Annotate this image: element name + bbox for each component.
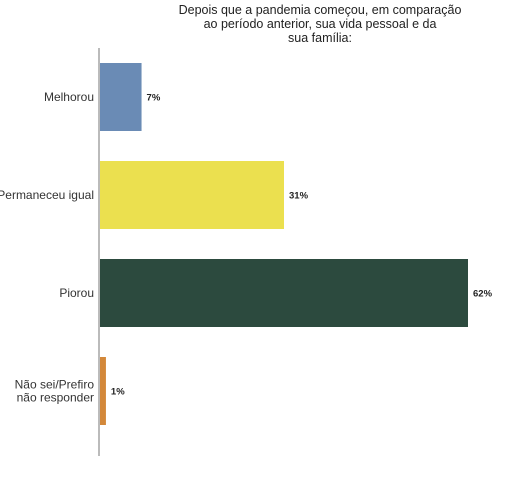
bar-3: [100, 357, 106, 425]
bar-0: [100, 63, 142, 131]
chart-title-line-2: ao período anterior, sua vida pessoal e …: [203, 17, 437, 31]
chart-title-line-3: sua família:: [288, 31, 352, 45]
category-label-1-line-0: Permaneceu igual: [0, 188, 94, 202]
value-label-1: 31%: [289, 191, 309, 202]
category-label-0-line-0: Melhorou: [44, 90, 94, 104]
category-label-2-line-0: Piorou: [59, 286, 94, 300]
chart-title: Depois que a pandemia começou, em compar…: [150, 3, 490, 45]
value-label-2: 62%: [473, 289, 493, 300]
chart-title-line-1: Depois que a pandemia começou, em compar…: [178, 3, 462, 17]
category-label-1: Permaneceu igual: [0, 188, 94, 202]
bar-2: [100, 259, 468, 327]
category-label-0: Melhorou: [44, 90, 94, 104]
value-label-3: 1%: [111, 387, 125, 398]
bar-1: [100, 161, 284, 229]
category-label-3-line-0: Não sei/Prefiro: [15, 378, 95, 392]
category-label-2: Piorou: [59, 286, 94, 300]
value-label-0: 7%: [147, 93, 161, 104]
bars-layer: 7% Melhorou 31% Permaneceu igual 62% Piorou 1%…: [0, 63, 493, 425]
category-label-3: Não sei/Prefiro não responder: [15, 378, 95, 405]
category-label-3-line-1: não responder: [17, 391, 94, 405]
